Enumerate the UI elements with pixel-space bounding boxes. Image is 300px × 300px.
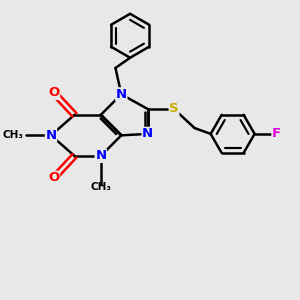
Text: S: S (169, 103, 179, 116)
Text: CH₃: CH₃ (3, 130, 24, 140)
Text: O: O (48, 171, 60, 184)
Text: N: N (116, 88, 127, 101)
Text: O: O (48, 86, 60, 99)
Text: N: N (142, 128, 153, 140)
Text: CH₃: CH₃ (90, 182, 111, 192)
Text: N: N (95, 149, 106, 162)
Text: F: F (272, 128, 281, 140)
Text: N: N (46, 129, 57, 142)
